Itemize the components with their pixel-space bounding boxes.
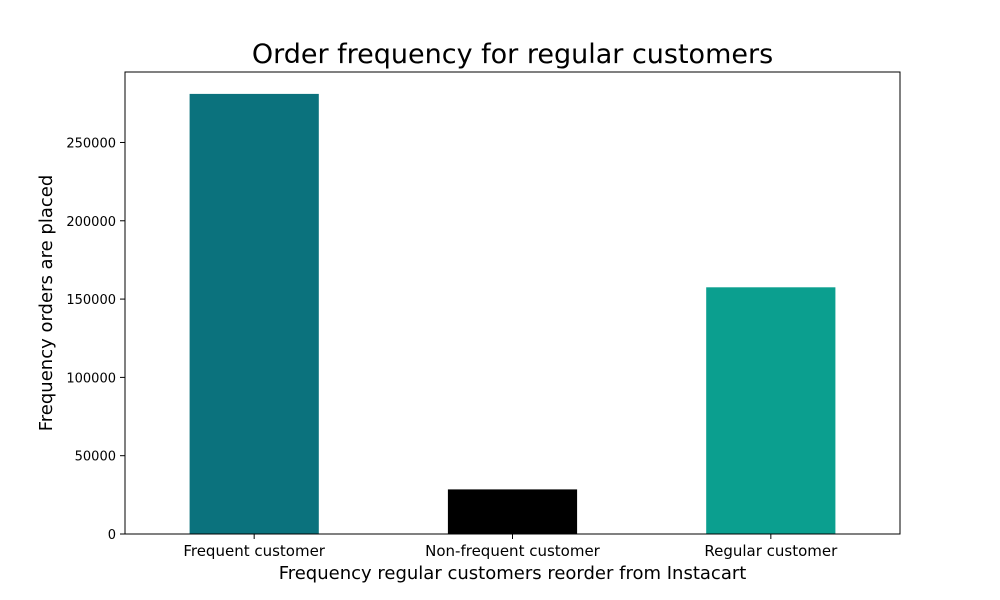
chart-title: Order frequency for regular customers bbox=[252, 39, 773, 70]
y-tick-label: 0 bbox=[108, 528, 116, 543]
y-axis: 0 50000 100000 150000 200000 250000 bbox=[66, 136, 125, 543]
bar-frequent-customer bbox=[189, 93, 319, 535]
y-tick-label: 250000 bbox=[66, 136, 116, 151]
y-tick-label: 100000 bbox=[66, 371, 116, 386]
y-tick-label: 150000 bbox=[66, 293, 116, 308]
x-axis-label: Frequency regular customers reorder from… bbox=[279, 563, 747, 584]
bar-regular-customer bbox=[706, 287, 836, 534]
plot-area bbox=[189, 93, 836, 535]
bar-non-frequent-customer bbox=[447, 489, 578, 534]
y-tick-label: 200000 bbox=[66, 215, 116, 230]
y-axis-label: Frequency orders are placed bbox=[36, 175, 57, 432]
y-tick-label: 50000 bbox=[75, 450, 116, 465]
x-tick-label: Non-frequent customer bbox=[425, 542, 601, 560]
x-tick-label: Regular customer bbox=[704, 542, 838, 560]
x-axis: Frequent customer Non-frequent customer Re… bbox=[183, 534, 838, 560]
x-tick-label: Frequent customer bbox=[183, 542, 325, 560]
